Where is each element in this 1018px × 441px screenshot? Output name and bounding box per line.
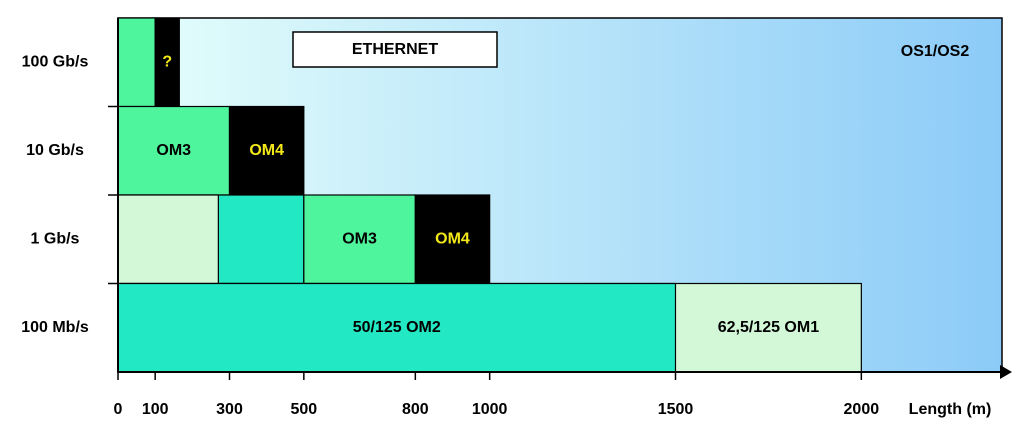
x-tick-label: 2000 (844, 401, 880, 418)
x-axis-label: Length (m) (909, 401, 992, 418)
y-tick-label: 10 Gb/s (26, 142, 84, 159)
title-box (292, 31, 498, 68)
range-label: ? (162, 53, 172, 70)
range-bar (117, 17, 156, 108)
x-tick-label: 100 (142, 401, 169, 418)
chart-title: ETHERNET (352, 41, 438, 58)
x-tick-label: 300 (216, 401, 243, 418)
range-label: OM3 (156, 142, 191, 159)
range-label: 50/125 OM2 (353, 319, 441, 336)
y-tick-label: 1 Gb/s (31, 230, 80, 247)
y-tick-label: 100 Mb/s (21, 319, 89, 336)
range-label: OM4 (249, 142, 284, 159)
x-tick-label: 800 (402, 401, 429, 418)
range-bar (228, 105, 305, 196)
x-tick-label: 1000 (472, 401, 508, 418)
x-tick-label: 0 (114, 401, 123, 418)
range-bar (154, 17, 180, 108)
range-label: OM4 (435, 230, 470, 247)
y-tick-label: 100 Gb/s (22, 53, 89, 70)
range-bar (117, 194, 219, 285)
annotation: OS1/OS2 (901, 43, 970, 60)
range-label: 62,5/125 OM1 (718, 319, 820, 336)
axis-arrow (1000, 365, 1012, 379)
range-label: OM3 (342, 230, 377, 247)
range-bar (117, 105, 231, 196)
x-tick-label: 500 (290, 401, 317, 418)
range-bar (303, 194, 416, 285)
x-tick-label: 1500 (658, 401, 694, 418)
